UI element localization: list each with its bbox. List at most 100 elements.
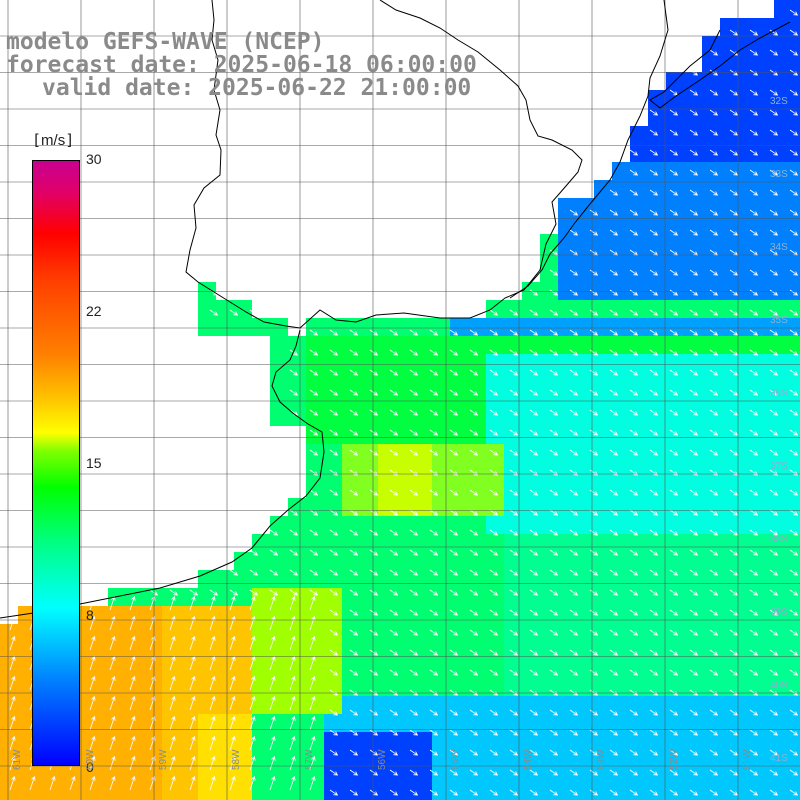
wind-vector-arrow [409,369,419,376]
wind-speed-cell [90,660,108,678]
map-title-valid-date: valid date: 2025-06-22 21:00:00 [42,75,472,101]
wind-speed-cell [684,252,702,270]
wind-speed-cell [270,534,288,552]
wind-vector-arrow [349,429,359,436]
wind-speed-cell [270,354,288,372]
wind-speed-cell [792,462,800,480]
wind-speed-cell [576,390,594,408]
wind-speed-cell [738,318,756,336]
wind-vector-arrow [609,669,619,676]
wind-speed-cell [378,786,396,800]
wind-speed-cell [18,714,36,732]
wind-vector-arrow [569,269,579,276]
wind-speed-cell [306,570,324,588]
wind-vector-arrow [349,509,359,516]
wind-vector-arrow [169,635,176,651]
wind-speed-cell [774,678,792,696]
wind-speed-cell [630,462,648,480]
wind-speed-cell [90,750,108,768]
wind-vector-arrow [709,109,719,116]
wind-speed-cell [594,336,612,354]
wind-speed-cell [792,180,800,198]
wind-vector-arrow [769,529,779,536]
wind-speed-cell [450,426,468,444]
wind-speed-cell [702,624,720,642]
wind-speed-cell [540,372,558,390]
wind-speed-cell [450,498,468,516]
wind-speed-cell [774,0,792,18]
wind-speed-cell [342,390,360,408]
wind-speed-cell [792,768,800,786]
wind-speed-cell [486,516,504,534]
wind-speed-cell [774,108,792,126]
wind-speed-cell [612,660,630,678]
wind-speed-cell [756,90,774,108]
wind-speed-cell [342,678,360,696]
wind-vector-arrow [369,769,379,776]
wind-vector-arrow [609,489,619,496]
wind-speed-cell [702,36,720,54]
wind-speed-cell [720,516,738,534]
wind-speed-cell [738,714,756,732]
wind-speed-cell [540,534,558,552]
wind-speed-cell [540,660,558,678]
wind-vector-arrow [409,569,419,576]
wind-speed-cell [594,678,612,696]
wind-speed-cell [648,552,666,570]
wind-vector-arrow [549,589,559,596]
wind-vector-arrow [529,669,539,676]
wind-vector-arrow [689,729,699,736]
map-title-forecast-date: forecast date: 2025-06-18 06:00:00 [6,52,477,78]
wind-vector-arrow [109,735,116,751]
wind-speed-cell [342,750,360,768]
wind-speed-cell [306,588,324,606]
wind-speed-cell [612,216,630,234]
wind-vector-arrow [609,189,619,196]
wind-vector-arrow [309,569,319,576]
wind-speed-cell [756,768,774,786]
wind-speed-cell [450,372,468,390]
wind-vector-arrow [209,695,216,711]
wind-vector-arrow [509,569,519,576]
wind-speed-cell [360,390,378,408]
wind-speed-cell [648,534,666,552]
wind-speed-cell [666,750,684,768]
wind-speed-cell [234,786,252,800]
wind-speed-cell [432,714,450,732]
wind-vector-arrow [489,569,499,576]
wind-speed-cell [720,624,738,642]
wind-speed-cell [684,390,702,408]
wind-speed-cell [180,660,198,678]
wind-vector-arrow [709,609,719,616]
wind-speed-cell [792,390,800,408]
wind-vector-arrow [589,589,599,596]
wind-vector-arrow [469,349,479,356]
wind-speed-cell [540,234,558,252]
wind-vector-arrow [349,529,359,536]
wind-vector-arrow [749,389,759,396]
wind-speed-cell [738,534,756,552]
wind-speed-cell [522,714,540,732]
wind-speed-cell [324,534,342,552]
wind-vector-arrow [589,669,599,676]
wind-vector-arrow [649,389,659,396]
wind-speed-cell [432,660,450,678]
wind-speed-cell [594,588,612,606]
wind-vector-arrow [449,429,459,436]
wind-vector-arrow [569,509,579,516]
wind-speed-cell [360,678,378,696]
wind-speed-cell [486,768,504,786]
wind-speed-cell [630,300,648,318]
wind-vector-arrow [329,329,339,336]
wind-speed-cell [306,372,324,390]
wind-speed-cell [180,786,198,800]
wind-vector-arrow [629,549,639,556]
wind-speed-cell [90,768,108,786]
wind-speed-cell [396,372,414,390]
wind-speed-cell [216,606,234,624]
wind-vector-arrow [729,209,739,216]
wind-speed-cell [414,336,432,354]
wind-speed-cell [684,678,702,696]
wind-vector-arrow [729,449,739,456]
wind-speed-cell [216,696,234,714]
